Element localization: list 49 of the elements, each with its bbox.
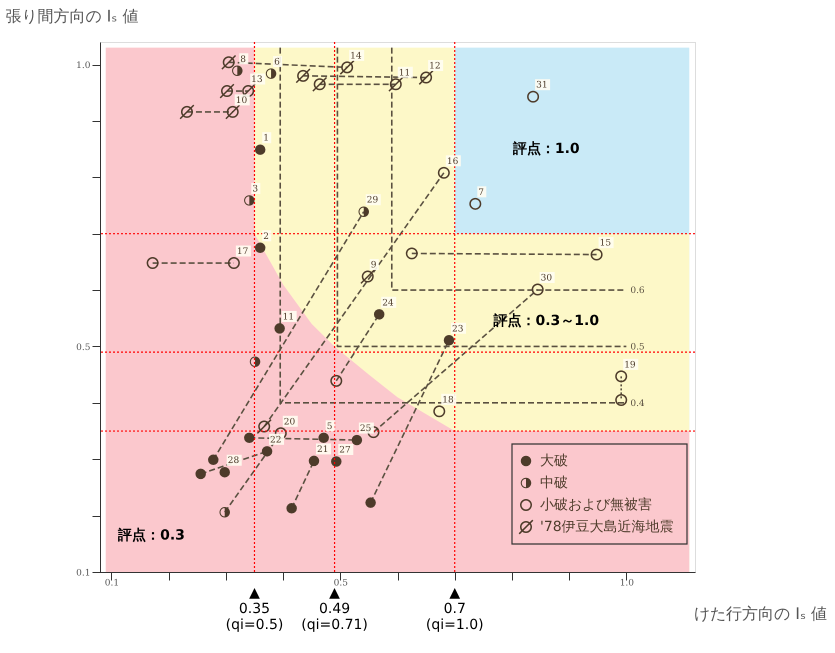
series-label: 0.4	[630, 398, 645, 409]
annotation: 22	[270, 435, 282, 446]
annotation: 9	[370, 260, 377, 271]
annotation: 15	[600, 238, 612, 249]
annotation: 23	[452, 324, 464, 334]
annotation: 10	[236, 96, 248, 106]
annotation: 6	[274, 58, 280, 68]
annotation: 評点：0.3～1.0	[492, 312, 600, 330]
annotation: 11	[282, 312, 294, 322]
annotation: 24	[382, 298, 394, 308]
legend-label: 中破	[540, 475, 568, 491]
y-tick-label: 0.1	[76, 568, 90, 578]
x-tick-label: 0.1	[104, 578, 120, 588]
series-label: 0.6	[630, 286, 645, 296]
annotation: 評点：0.3	[117, 526, 185, 544]
annotation: 19	[624, 360, 636, 370]
annotation: 30	[540, 274, 552, 284]
y-axis-title: 張り間方向の Iₛ 値	[6, 6, 138, 26]
annotation: 12	[429, 62, 441, 72]
annotation: 17	[236, 247, 249, 258]
annotation: 20	[284, 417, 296, 428]
annotation: 29	[366, 196, 378, 206]
y-tick-label: 1.0	[76, 61, 91, 72]
series-label: 0.5	[630, 342, 645, 352]
x-axis-title: けた行方向の Iₛ 値	[694, 604, 827, 623]
annotation: 27	[339, 445, 352, 456]
annotation: 21	[316, 444, 328, 455]
ref-line-label: ▲ 0.35 (qi=0.5)	[226, 585, 284, 633]
ref-line-label: ▲ 0.7 (qi=1.0)	[426, 585, 484, 633]
annotation: 25	[360, 424, 372, 434]
annotation: 5	[326, 422, 333, 432]
annotation: 1	[263, 134, 269, 144]
annotation: 13	[251, 75, 263, 86]
annotation: 評点：1.0	[512, 140, 580, 158]
annotation: 14	[350, 51, 362, 62]
annotation: 8	[240, 54, 246, 65]
annotation: 3	[252, 184, 258, 194]
annotation: 2	[263, 232, 269, 242]
annotation: 16	[446, 156, 459, 167]
annotation: 11	[398, 68, 410, 78]
annotation: 28	[228, 456, 240, 466]
annotation: 31	[536, 80, 548, 91]
legend-label: 大破	[540, 453, 568, 469]
legend-label: '78伊豆大島近海地震	[540, 519, 674, 535]
legend-label: 小破および無被害	[540, 497, 652, 513]
x-tick-label: 1.0	[620, 578, 634, 588]
annotation: 18	[442, 395, 454, 406]
y-tick-label: 0.5	[76, 342, 91, 353]
annotation: 7	[478, 188, 484, 198]
